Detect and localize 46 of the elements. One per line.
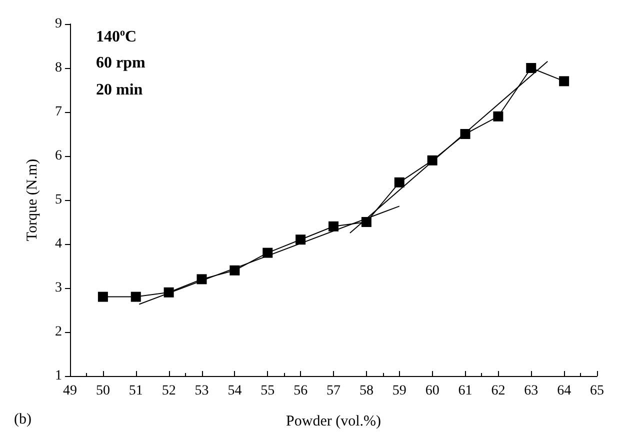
y-tick-label: 1 <box>55 368 62 384</box>
x-tick-label: 56 <box>294 384 308 398</box>
y-tick-label: 9 <box>55 16 62 32</box>
point <box>460 129 470 139</box>
point <box>130 292 141 302</box>
x-tick-label: 53 <box>194 384 209 398</box>
x-tick-label: 65 <box>590 384 604 398</box>
x-tick-label: 49 <box>63 384 77 398</box>
annotation: 20 min <box>96 82 143 98</box>
point <box>262 248 273 258</box>
point <box>526 63 536 73</box>
point <box>493 111 504 122</box>
point <box>196 274 207 284</box>
x-tick-label: 62 <box>491 384 506 398</box>
point <box>559 76 570 86</box>
y-tick-label: 2 <box>55 324 62 340</box>
x-tick-label: 58 <box>359 384 374 398</box>
point <box>427 155 438 166</box>
x-tick-label: 61 <box>458 384 472 398</box>
x-tick-label: 59 <box>392 384 406 398</box>
x-tick-label: 55 <box>260 384 275 398</box>
point <box>296 234 306 245</box>
y-tick-label: 7 <box>55 104 62 120</box>
point <box>230 265 240 276</box>
x-tick-label: 63 <box>524 384 538 398</box>
point <box>394 177 404 188</box>
x-tick-label: 52 <box>162 384 176 398</box>
y-tick-label: 8 <box>55 60 62 76</box>
y-tick-label: 5 <box>55 192 62 208</box>
point <box>164 287 174 298</box>
text: (b) <box>14 412 32 428</box>
point <box>361 217 372 227</box>
x-tick-label: 54 <box>228 384 242 398</box>
y-tick-label: 4 <box>55 236 62 252</box>
y-axis-title: Torque (N.m) <box>24 158 40 242</box>
x-tick-label: 50 <box>96 384 110 398</box>
y-tick-label: 3 <box>55 280 62 296</box>
x-axis-title: Powder (vol.%) <box>286 414 381 430</box>
y-tick-label: 6 <box>55 148 62 164</box>
x-tick-label: 51 <box>128 384 143 398</box>
point <box>98 292 108 302</box>
x-tick-label: 64 <box>557 384 572 398</box>
point <box>328 221 338 232</box>
x-tick-label: 60 <box>425 384 440 398</box>
x-tick-label: 57 <box>326 384 340 398</box>
annotation: 60 rpm <box>96 54 146 72</box>
